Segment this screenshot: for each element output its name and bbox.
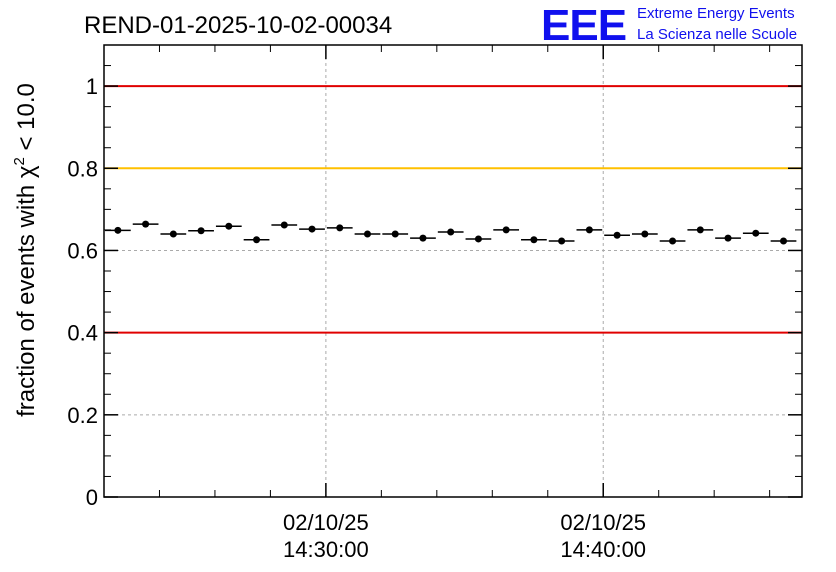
data-point: [225, 222, 233, 230]
data-points: [105, 220, 797, 245]
data-point: [169, 230, 177, 238]
data-point: [391, 230, 399, 238]
y-tick-label: 0.4: [67, 321, 98, 346]
data-point: [558, 237, 566, 245]
data-point: [474, 235, 482, 243]
data-point: [336, 224, 344, 232]
data-point: [530, 236, 538, 244]
x-tick-label-date: 02/10/25: [283, 510, 369, 535]
x-tick-label-time: 14:30:00: [283, 537, 369, 562]
reference-lines: [104, 85, 802, 334]
grid-lines: [104, 45, 802, 497]
data-point: [308, 225, 316, 233]
data-point: [363, 230, 371, 238]
x-tick-label-time: 14:40:00: [560, 537, 646, 562]
y-axis-label: fraction of events with χ2 < 10.0: [11, 83, 40, 417]
data-point: [724, 234, 732, 242]
data-point: [197, 227, 205, 235]
data-point: [142, 220, 150, 228]
run-title: REND-01-2025-10-02-00034: [84, 12, 392, 39]
x-tick-label-date: 02/10/25: [560, 510, 646, 535]
y-tick-label: 0.8: [67, 156, 98, 181]
data-point: [613, 231, 621, 239]
y-tick-label: 1: [86, 74, 98, 99]
data-point: [641, 230, 649, 238]
data-point: [752, 229, 760, 237]
logo-line-2: La Scienza nelle Scuole: [637, 26, 797, 43]
data-point: [502, 226, 510, 234]
y-tick-label: 0.2: [67, 403, 98, 428]
y-tick-labels: 0 0.2 0.4 0.6 0.8 1: [67, 74, 98, 510]
data-point: [447, 228, 455, 236]
logo-mark: EEE: [541, 1, 626, 50]
y-tick-label: 0: [86, 485, 98, 510]
data-point: [669, 237, 677, 245]
data-point: [419, 234, 427, 242]
plot-frame: [103, 44, 803, 498]
data-point: [114, 226, 122, 234]
axis-ticks: [103, 45, 802, 498]
eee-logo: EEE Extreme Energy Events La Scienza nel…: [541, 1, 797, 50]
logo-line-1: Extreme Energy Events: [637, 5, 795, 22]
data-point: [780, 237, 788, 245]
data-point: [280, 221, 288, 229]
data-point: [253, 236, 261, 244]
data-point: [696, 226, 704, 234]
y-tick-label: 0.6: [67, 238, 98, 263]
data-point: [585, 226, 593, 234]
